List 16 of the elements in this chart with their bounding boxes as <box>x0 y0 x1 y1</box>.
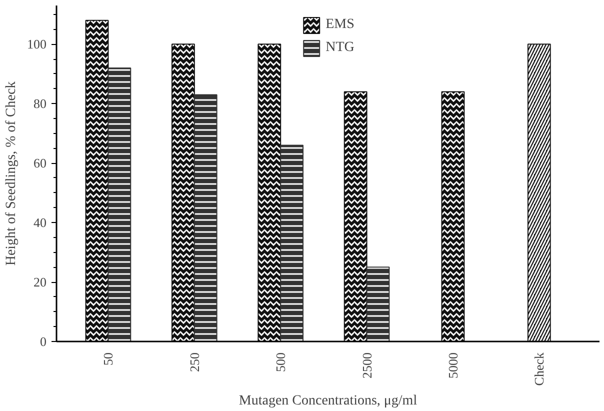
y-tick-label: 0 <box>40 334 46 349</box>
y-axis-title: Height of Seedlings, % of Check <box>4 81 19 266</box>
x-tick-label: 500 <box>273 352 288 372</box>
x-tick-label: 50 <box>100 352 116 366</box>
x-axis-title: Mutagen Concentrations, μg/ml <box>238 394 418 409</box>
x-tick-label: 2500 <box>359 352 374 378</box>
x-tick-label: Check <box>532 352 547 386</box>
y-tick-label: 60 <box>34 156 46 171</box>
y-tick-label: 80 <box>34 96 46 112</box>
x-tick-label: 250 <box>186 352 202 372</box>
y-tick-label: 100 <box>27 36 46 52</box>
legend-label: EMS <box>326 17 354 33</box>
x-tick-label: 5000 <box>445 352 460 378</box>
y-tick-label: 40 <box>34 215 46 230</box>
y-tick-label: 20 <box>34 274 46 290</box>
legend-label: NTG <box>326 40 354 56</box>
